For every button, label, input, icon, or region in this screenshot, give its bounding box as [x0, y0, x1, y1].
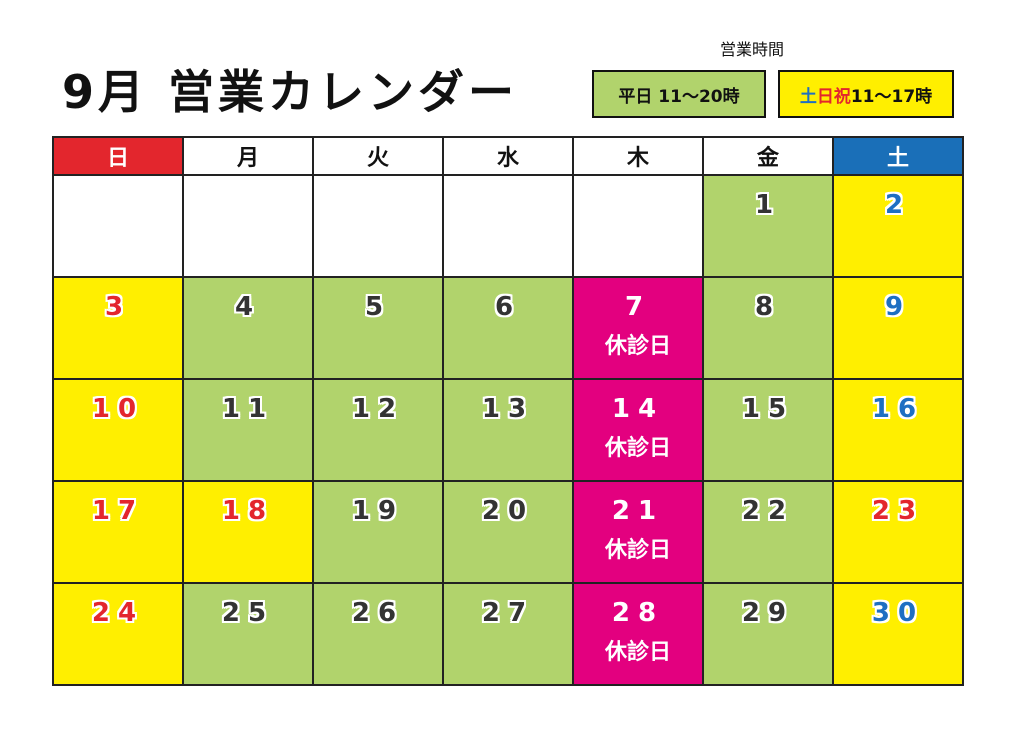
calendar-day-cell: 19 — [312, 480, 444, 584]
calendar-day-cell: 13 — [442, 378, 574, 482]
calendar-day-cell: 14 休診日 — [572, 378, 704, 482]
day-number: 17 — [91, 496, 145, 526]
calendar-day-cell: 26 — [312, 582, 444, 686]
closed-day-label: 休診日 — [604, 436, 671, 461]
calendar-day-cell: 7 休診日 — [572, 276, 704, 380]
calendar-day-cell: 20 — [442, 480, 574, 584]
closed-day-label: 休診日 — [604, 334, 671, 359]
day-number: 16 — [871, 394, 925, 424]
day-number: 12 — [351, 394, 405, 424]
calendar-day-cell: 25 — [182, 582, 314, 686]
day-number: 10 — [91, 394, 145, 424]
day-number: 22 — [741, 496, 795, 526]
page-title: 9月 営業カレンダー — [62, 65, 519, 119]
day-number: 27 — [481, 598, 535, 628]
day-number: 25 — [221, 598, 275, 628]
day-number: 24 — [91, 598, 145, 628]
day-number: 28 — [611, 598, 665, 628]
calendar-empty-cell — [442, 174, 574, 278]
weekday-header-thu: 木 — [572, 136, 704, 176]
day-number: 9 — [884, 292, 912, 322]
day-number: 2 — [884, 190, 912, 220]
holiday-hours-label: 11〜17時 — [850, 86, 933, 107]
closed-day-label: 休診日 — [604, 640, 671, 665]
day-number: 21 — [611, 496, 665, 526]
day-number: 18 — [221, 496, 275, 526]
weekday-header-fri: 金 — [702, 136, 834, 176]
day-number: 6 — [494, 292, 522, 322]
sunday-holiday-prefix-label: 日祝 — [816, 86, 851, 107]
saturday-prefix-label: 土 — [799, 86, 817, 107]
calendar-empty-cell — [182, 174, 314, 278]
day-number: 8 — [754, 292, 782, 322]
weekday-header-row: 日 月 火 水 木 金 土 — [52, 136, 964, 176]
calendar-empty-cell — [52, 174, 184, 278]
calendar-empty-cell — [312, 174, 444, 278]
calendar-day-cell: 9 — [832, 276, 964, 380]
day-number: 1 — [754, 190, 782, 220]
calendar-day-cell: 22 — [702, 480, 834, 584]
calendar-week-row: 10 11 12 13 14 休診日 15 16 — [52, 378, 964, 482]
day-number: 19 — [351, 496, 405, 526]
calendar-day-cell: 28 休診日 — [572, 582, 704, 686]
calendar-day-cell: 24 — [52, 582, 184, 686]
weekday-header-sun: 日 — [52, 136, 184, 176]
day-number: 15 — [741, 394, 795, 424]
calendar-week-row: 17 18 19 20 21 休診日 22 23 — [52, 480, 964, 584]
weekday-header-tue: 火 — [312, 136, 444, 176]
day-number: 13 — [481, 394, 535, 424]
calendar-day-cell: 5 — [312, 276, 444, 380]
calendar-day-cell: 4 — [182, 276, 314, 380]
day-number: 5 — [364, 292, 392, 322]
day-number: 4 — [234, 292, 262, 322]
weekday-header-wed: 水 — [442, 136, 574, 176]
calendar-day-cell: 11 — [182, 378, 314, 482]
weekday-header-sat: 土 — [832, 136, 964, 176]
calendar-day-cell: 30 — [832, 582, 964, 686]
calendar-day-cell: 21 休診日 — [572, 480, 704, 584]
calendar-day-cell: 17 — [52, 480, 184, 584]
calendar-day-cell: 2 — [832, 174, 964, 278]
weekday-header-mon: 月 — [182, 136, 314, 176]
calendar-day-cell: 10 — [52, 378, 184, 482]
calendar-day-cell: 12 — [312, 378, 444, 482]
weekday-hours-badge: 平日 11〜20時 — [592, 70, 766, 118]
calendar-day-cell: 18 — [182, 480, 314, 584]
calendar-day-cell: 16 — [832, 378, 964, 482]
day-number: 3 — [104, 292, 132, 322]
calendar-day-cell: 23 — [832, 480, 964, 584]
calendar-empty-cell — [572, 174, 704, 278]
calendar-day-cell: 3 — [52, 276, 184, 380]
calendar-week-row: 3 4 5 6 7 休診日 8 9 — [52, 276, 964, 380]
day-number: 26 — [351, 598, 405, 628]
calendar-week-row: 24 25 26 27 28 休診日 29 30 — [52, 582, 964, 686]
day-number: 23 — [871, 496, 925, 526]
day-number: 7 — [624, 292, 652, 322]
calendar-day-cell: 1 — [702, 174, 834, 278]
calendar-day-cell: 15 — [702, 378, 834, 482]
day-number: 20 — [481, 496, 535, 526]
calendar-day-cell: 6 — [442, 276, 574, 380]
calendar-day-cell: 27 — [442, 582, 574, 686]
calendar-day-cell: 29 — [702, 582, 834, 686]
holiday-hours-badge: 土日祝 11〜17時 — [778, 70, 954, 118]
day-number: 30 — [871, 598, 925, 628]
closed-day-label: 休診日 — [604, 538, 671, 563]
calendar-grid: 日 月 火 水 木 金 土 1 2 3 4 5 6 7 休診日 8 9 10 11 12 13 14 休診日 1… — [52, 136, 964, 686]
weekday-hours-label: 平日 11〜20時 — [618, 86, 740, 107]
business-hours-caption: 営業時間 — [720, 40, 785, 59]
day-number: 14 — [611, 394, 665, 424]
day-number: 11 — [221, 394, 275, 424]
calendar-day-cell: 8 — [702, 276, 834, 380]
day-number: 29 — [741, 598, 795, 628]
